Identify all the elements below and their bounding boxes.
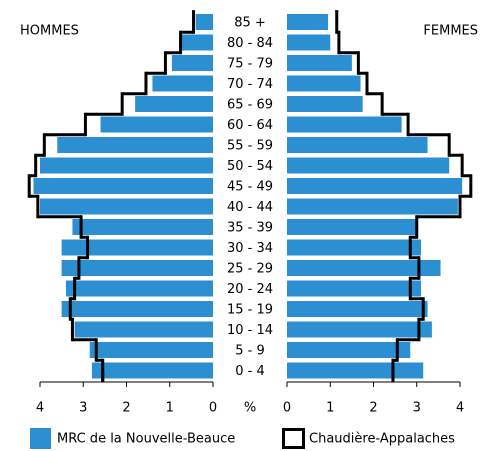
bar xyxy=(135,96,213,112)
left-label: HOMMES xyxy=(20,24,79,39)
bar xyxy=(40,157,213,174)
category-label: 70 - 74 xyxy=(227,77,273,92)
category-label: 0 - 4 xyxy=(235,364,265,379)
bar xyxy=(287,280,422,297)
category-label: 5 - 9 xyxy=(235,344,265,359)
legend-swatch xyxy=(30,428,51,449)
bar xyxy=(72,219,213,235)
bar xyxy=(171,55,213,71)
category-label: 50 - 54 xyxy=(227,159,273,174)
category-label: 35 - 39 xyxy=(227,221,273,236)
bar xyxy=(61,239,213,256)
bar xyxy=(287,55,352,71)
x-tick-label: 4 xyxy=(36,401,44,416)
bar xyxy=(195,14,213,30)
category-label: 15 - 19 xyxy=(227,303,273,318)
bar xyxy=(287,178,463,194)
category-label: 85 + xyxy=(234,16,266,31)
category-label: 30 - 34 xyxy=(227,241,273,256)
category-label: 40 - 44 xyxy=(227,200,273,215)
bar xyxy=(65,280,213,297)
bar xyxy=(287,362,424,379)
bar xyxy=(287,342,411,358)
right-label: FEMMES xyxy=(423,24,478,39)
category-label: 45 - 49 xyxy=(227,180,273,195)
x-tick-label: 1 xyxy=(326,401,334,416)
bar xyxy=(287,34,331,51)
bar xyxy=(287,239,422,256)
bar xyxy=(287,116,402,133)
legend-swatch xyxy=(282,428,305,449)
legend-label: Chaudière-Appalaches xyxy=(309,432,455,447)
x-tick-label: 2 xyxy=(122,401,130,416)
bar xyxy=(287,198,458,215)
x-tick-label: 3 xyxy=(413,401,421,416)
category-label: 60 - 64 xyxy=(227,118,273,133)
bar xyxy=(61,260,213,276)
category-label: 10 - 14 xyxy=(227,323,273,338)
bar xyxy=(287,14,329,30)
bar xyxy=(287,260,441,276)
x-tick-label: 1 xyxy=(166,401,174,416)
bar xyxy=(61,301,213,317)
bar xyxy=(180,34,213,51)
bar xyxy=(287,301,428,317)
x-tick-label: 0 xyxy=(209,401,217,416)
category-label: 25 - 29 xyxy=(227,262,273,277)
bar xyxy=(152,75,213,92)
category-label: 80 - 84 xyxy=(227,36,273,51)
category-label: 20 - 24 xyxy=(227,282,273,297)
legend-label: MRC de la Nouvelle-Beauce xyxy=(57,432,235,447)
bar xyxy=(287,137,428,153)
x-tick-label: 3 xyxy=(79,401,87,416)
x-tick-label: 4 xyxy=(456,401,464,416)
bar xyxy=(89,342,213,358)
x-tick-label: 0 xyxy=(283,401,291,416)
bar xyxy=(40,198,213,215)
bar xyxy=(57,137,213,153)
category-label: 55 - 59 xyxy=(227,139,273,154)
category-label: 75 - 79 xyxy=(227,57,273,72)
bar xyxy=(33,178,214,194)
bar xyxy=(91,362,213,379)
x-tick-label: 2 xyxy=(369,401,377,416)
bar xyxy=(100,116,213,133)
bar xyxy=(287,96,363,112)
bar xyxy=(287,219,417,235)
axis-unit: % xyxy=(244,401,256,416)
category-label: 65 - 69 xyxy=(227,98,273,113)
bar xyxy=(74,321,213,338)
bar xyxy=(287,321,432,338)
bar xyxy=(287,75,361,92)
bar xyxy=(287,157,450,174)
